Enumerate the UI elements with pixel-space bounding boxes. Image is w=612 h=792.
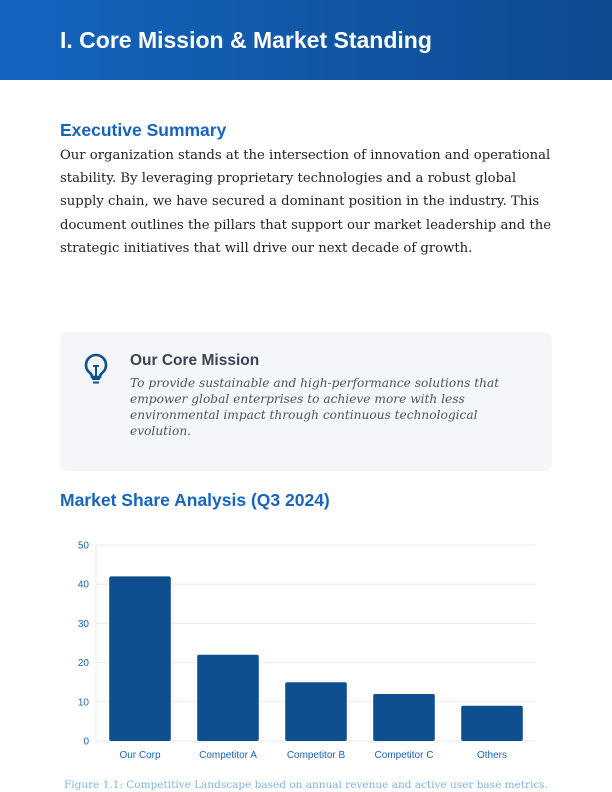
bar — [197, 654, 259, 741]
page-title: I. Core Mission & Market Standing — [60, 27, 432, 53]
bar — [285, 682, 347, 741]
x-tick-label: Competitor B — [287, 750, 346, 761]
x-tick-label: Competitor A — [199, 750, 257, 761]
bar — [373, 693, 435, 741]
executive-summary-text: Our organization stands at the intersect… — [60, 148, 552, 256]
y-tick-label: 20 — [78, 658, 90, 669]
bar — [109, 576, 171, 741]
bar — [461, 705, 523, 741]
executive-summary-heading: Executive Summary — [60, 120, 227, 140]
lightbulb-icon — [82, 352, 110, 391]
mission-card: Our Core Mission To provide sustainable … — [60, 332, 552, 471]
market-share-heading: Market Share Analysis (Q3 2024) — [60, 490, 330, 510]
mission-title: Our Core Mission — [130, 352, 260, 369]
page-header: I. Core Mission & Market Standing — [0, 0, 612, 80]
x-tick-label: Competitor C — [375, 750, 434, 761]
y-tick-label: 0 — [83, 737, 89, 748]
y-tick-label: 30 — [78, 619, 90, 630]
mission-text: To provide sustainable and high-performa… — [130, 376, 500, 438]
y-tick-label: 10 — [78, 697, 90, 708]
market-share-chart: 0 10 20 30 40 50 Our Corp Competitor A Competito… — [78, 541, 536, 761]
y-tick-label: 40 — [78, 580, 90, 591]
x-tick-label: Our Corp — [119, 750, 161, 761]
x-tick-label: Others — [477, 750, 507, 761]
figure-caption: Figure 1.1: Competitive Landscape based … — [64, 779, 548, 791]
y-tick-label: 50 — [78, 541, 90, 552]
